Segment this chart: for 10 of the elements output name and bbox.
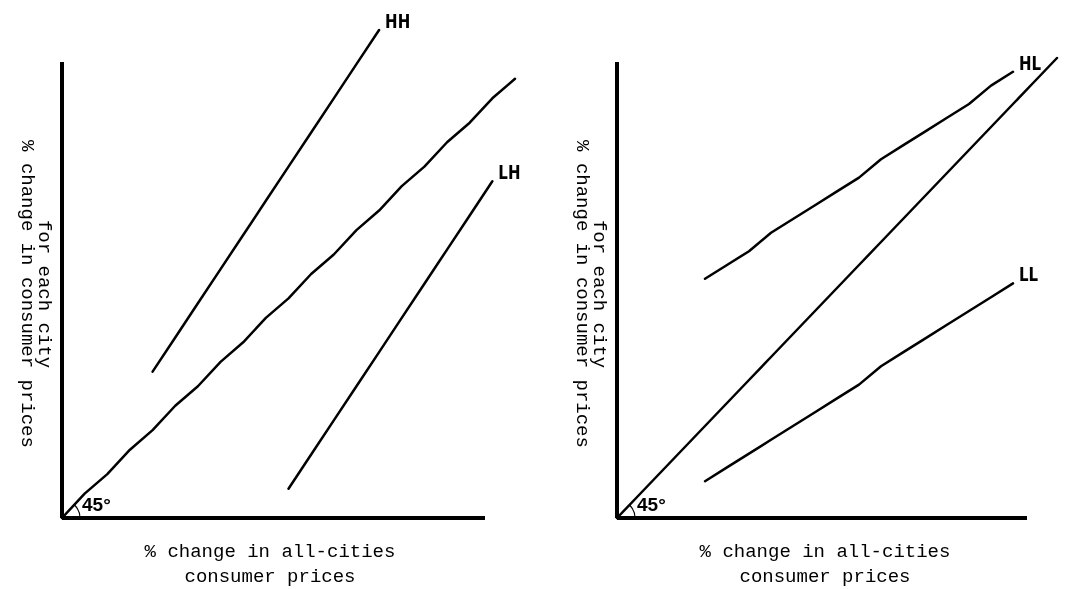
y-axis-title: % change in consumer prices for each city [571, 140, 610, 448]
series-label: LL [1019, 263, 1039, 286]
series-label: HH [385, 9, 411, 33]
y-axis-title: % change in consumer prices for each city [16, 140, 55, 448]
annotation: 45° [637, 494, 666, 515]
x-axis-title: % change in all-cities consumer prices [144, 541, 396, 588]
series-label: LH [498, 161, 521, 184]
annotation: 45° [82, 494, 111, 515]
x-axis-title: % change in all-cities consumer prices [699, 541, 951, 588]
series-label: HL [1019, 51, 1042, 75]
